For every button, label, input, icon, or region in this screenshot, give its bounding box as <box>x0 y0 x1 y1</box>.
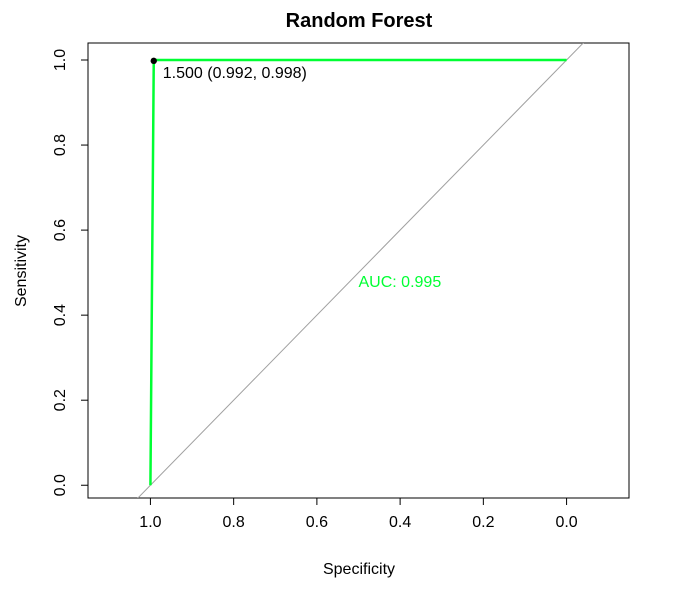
chart-title: Random Forest <box>286 10 433 32</box>
x-axis: 1.0 0.8 0.6 0.4 0.2 0.0 <box>139 498 578 531</box>
y-axis-label: Sensitivity <box>13 235 30 307</box>
x-axis-label: Specificity <box>323 561 395 578</box>
reference-diagonal-line <box>137 43 584 498</box>
x-tick-label: 0.4 <box>389 514 411 531</box>
plot-frame <box>87 42 630 499</box>
threshold-point <box>150 57 157 65</box>
threshold-label: 1.500 (0.992, 0.998) <box>163 65 307 82</box>
y-tick-label: 1.0 <box>52 49 69 71</box>
y-tick-label: 0.2 <box>52 389 69 411</box>
x-tick-label: 1.0 <box>139 514 161 531</box>
x-tick-label: 0.0 <box>555 514 577 531</box>
y-tick-label: 0.4 <box>52 304 69 326</box>
auc-label: AUC: 0.995 <box>359 274 442 291</box>
y-axis: 0.0 0.2 0.4 0.6 0.8 1.0 <box>52 49 88 496</box>
plot-area: 1.500 (0.992, 0.998) AUC: 0.995 <box>137 43 584 498</box>
x-tick-label: 0.6 <box>306 514 328 531</box>
y-tick-label: 0.8 <box>52 134 69 156</box>
y-tick-label: 0.0 <box>52 474 69 496</box>
x-tick-label: 0.2 <box>472 514 494 531</box>
y-tick-label: 0.6 <box>52 219 69 241</box>
x-tick-label: 0.8 <box>223 514 245 531</box>
